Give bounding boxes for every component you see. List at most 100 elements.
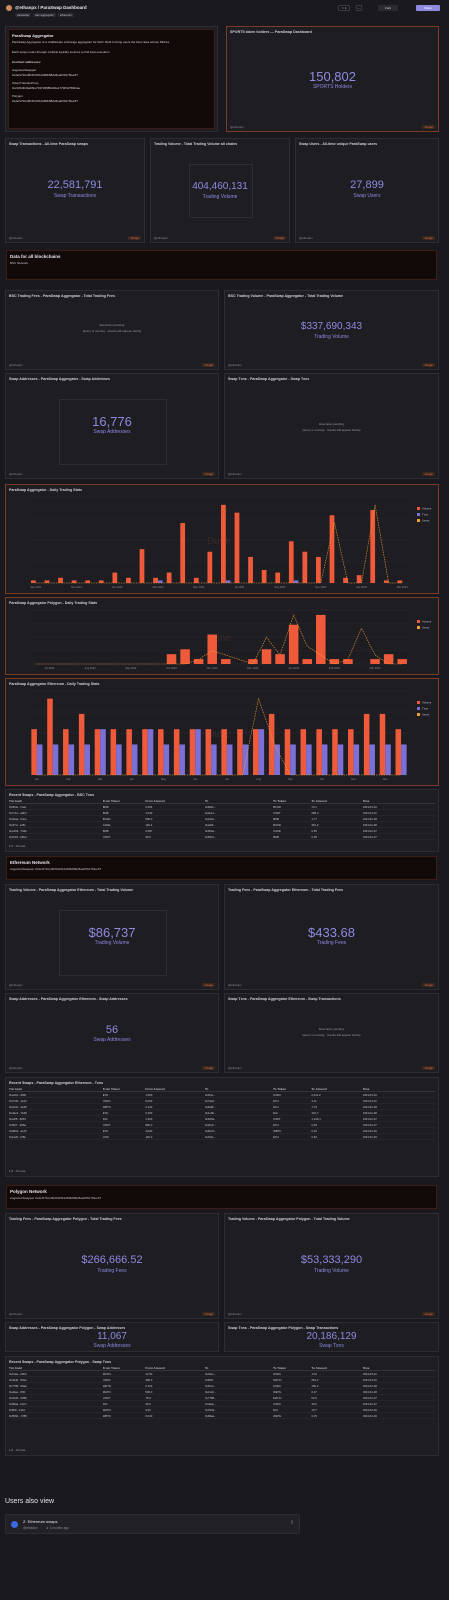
column-header[interactable]: To Amount (311, 1366, 327, 1370)
recommended-card[interactable]: Z. Ethereum swaps @ethanpx ★ 3 months ag… (5, 1514, 300, 1534)
table-panel: Recent Swaps - ParaSwap Aggregator - BSC… (5, 789, 439, 852)
panel-title: Swap Transactions - All-time ParaSwap sw… (9, 142, 88, 146)
panel-author[interactable]: @ethanpx (299, 236, 313, 240)
kpi-panel: Swap Users - All-time unique ParaSwap us… (295, 138, 439, 243)
table-row[interactable]: 0xd2e3...7b48 ETH 0.250 0x1c0b... DAI 401.7 20… (9, 1110, 435, 1116)
column-header[interactable]: To Token (273, 1366, 286, 1370)
panel-author[interactable]: @ethanpx (230, 125, 244, 129)
table-row[interactable]: 0x3344...5566 USDT 75.0 0x7788... MATIC 62.9 2… (9, 1395, 435, 1401)
card-title: Z. Ethereum swaps (23, 1519, 58, 1524)
table-cell: 0x7a2d... (204, 1098, 217, 1103)
table-row[interactable]: 0x3b0e...f1a2 BNB 0.254 0x8a5c... BUSD 72.1 20… (9, 804, 435, 810)
bar (275, 572, 281, 583)
tag[interactable]: dex aggregator (33, 13, 56, 17)
table-row[interactable]: 0x99aa...bbcc DAI 40.0 0xddee... USDC 39.9 202… (9, 1401, 435, 1407)
table-cell: 10.7 (311, 1407, 317, 1412)
avatar[interactable] (6, 5, 12, 11)
column-header[interactable]: From Token (102, 1366, 120, 1370)
column-header[interactable]: From Token (102, 1087, 120, 1091)
table-row[interactable]: 0xb7c8...1e22 USDC 5,000 0x7a2d... ETH 3.11 20… (9, 1098, 435, 1104)
share-button[interactable]: Share (416, 5, 440, 11)
table-row[interactable]: 0xa1b2...9f00 ETH 1.500 0x3f4e... USDC 2,411.… (9, 1092, 435, 1098)
column-header[interactable]: From Amount (145, 1087, 165, 1091)
column-header[interactable]: To Token (273, 1087, 286, 1091)
section-title: Data for all blockchains (10, 254, 61, 259)
star-button[interactable]: ☆ 1 (338, 5, 350, 11)
section-title: Polygon Network (10, 1189, 47, 1194)
x-tick-label: Aug (256, 777, 261, 781)
column-header[interactable]: Txn hash (9, 1087, 23, 1091)
table-row[interactable]: 0xff00...1122 MATIC 9.00 0x3344... DAI 10.7 20… (9, 1407, 435, 1413)
column-header[interactable]: To (204, 1087, 209, 1091)
panel-author[interactable]: @ethanpx (9, 236, 23, 240)
panel-author[interactable]: @ethanpx (228, 1312, 242, 1316)
column-header[interactable]: Txn hash (9, 1366, 23, 1370)
column-header[interactable]: To Token (273, 799, 286, 803)
panel-author[interactable]: @ethanpx (228, 472, 242, 476)
users-also-view-heading: Users also view (5, 1498, 55, 1505)
table-row[interactable]: 0x5566...7788 WBTC 0.010 0x99aa... WETH 0.15 2… (9, 1413, 435, 1419)
kpi-label: Swap Users (353, 193, 381, 199)
table-row[interactable]: 0x7788...99aa WETH 0.100 0xbbcc... USDC 160.3… (9, 1383, 435, 1389)
column-header[interactable]: Txn hash (9, 799, 23, 803)
bar (234, 512, 240, 583)
table-row[interactable]: 0x44dd...55ee USDC 300.0 0x66ff... MATIC 251.… (9, 1377, 435, 1383)
bar (383, 654, 394, 664)
column-header[interactable]: To (204, 799, 209, 803)
x-tick-label: Mar 2023 (370, 666, 382, 670)
panel-author[interactable]: @ethanpx (9, 363, 23, 367)
panel-author[interactable]: @ethanpx (154, 236, 168, 240)
table-row[interactable]: 0xf607...9d6a USDT 800.0 0x2b4c... ETH 0.49 20… (9, 1122, 435, 1128)
share-icon[interactable]: ⇪ (289, 1520, 294, 1526)
panel-author[interactable]: @ethanpx (9, 1312, 23, 1316)
column-header[interactable]: To Amount (311, 799, 327, 803)
panel-author[interactable]: @ethanpx (228, 983, 242, 987)
table-row[interactable]: 0x7c12...a9b3 BNB 1.020 0x4e11... USDT 288.3 2… (9, 810, 435, 816)
table-pager[interactable]: 1-8 · 10 rows (9, 1448, 26, 1452)
panel-author[interactable]: @ethanpx (9, 472, 23, 476)
panel-author[interactable]: @ethanpx (228, 363, 242, 367)
column-header[interactable]: Time (362, 1087, 370, 1091)
card-author[interactable]: @ethanpx (23, 1526, 38, 1530)
more-button[interactable]: ⋯ (356, 5, 362, 11)
panel-author[interactable]: @ethanpx (9, 1066, 23, 1070)
table-row[interactable]: 0xe4f5...8c59 DAI 1,200 0x6d5a... USDT 1,199.… (9, 1116, 435, 1122)
table-row[interactable]: 0x91aa...04ce BUSD 500.0 0x1d2e... BNB 1.77 20… (9, 816, 435, 822)
bar (253, 729, 259, 775)
table-cell: 120.4 (145, 822, 153, 827)
column-header[interactable]: From Token (102, 799, 120, 803)
table-cell: 0x3344... (204, 1407, 217, 1412)
kpi-value: $86,737 (88, 925, 136, 940)
table-cell: USDC (273, 1401, 282, 1406)
panel-title: Swap Txns - ParaSwap Aggregator Ethereum… (228, 997, 341, 1001)
holders-label: SPORTS Holders (312, 84, 353, 90)
table-pager[interactable]: 1-8 · 10 rows (9, 1169, 26, 1173)
table-row[interactable]: 0x0819...ae7b ETH 3.000 0x8e7d... WBTC 0.20 20… (9, 1128, 435, 1134)
bar (85, 580, 91, 583)
table-row[interactable]: 0xddee...ff00 MATIC 500.0 0x1122... WETH 0.37… (9, 1389, 435, 1395)
column-header[interactable]: From Amount (145, 1366, 165, 1370)
column-header[interactable]: To Amount (311, 1087, 327, 1091)
table-row[interactable]: 0x1a2b...bf8c LINK 140.0 0x4f3e... ETH 0.62 20… (9, 1134, 435, 1140)
panel-footer: @ethanpx 1d ago (228, 982, 435, 987)
series-line (35, 504, 403, 584)
table-cell: CAKE (273, 828, 281, 833)
tag[interactable]: ethereum (57, 13, 74, 17)
tag[interactable]: paraswap (15, 13, 32, 17)
column-header[interactable]: Time (362, 1366, 370, 1370)
column-header[interactable]: To (204, 1366, 209, 1370)
column-header[interactable]: Time (362, 799, 370, 803)
fork-button[interactable]: Fork (378, 5, 398, 11)
table-header: Txn hash From Token From Amount To To Token T… (9, 799, 435, 804)
table-row[interactable]: 0xe4b9...7d20 BNB 0.087 0x5b6a... CAKE 6.55 20… (9, 828, 435, 834)
column-header[interactable]: From Amount (145, 799, 165, 803)
kpi-panel: Trading Volume - Total Trading Volume al… (150, 138, 290, 243)
table-row[interactable]: 0x0c33...b8e4 USDT 99.0 0x99cd... BNB 0.35 202… (9, 834, 435, 840)
table-header: Txn hash From Token From Amount To To Token T… (9, 1087, 435, 1092)
table-row[interactable]: 0x2f7d...cc81 CAKE 120.4 0xa0f3... BUSD 451.2… (9, 822, 435, 828)
table-row[interactable]: 0xc0d1...4a35 WBTC 0.120 0x9e8f... ETH 1.79 20… (9, 1104, 435, 1110)
table-pager[interactable]: 1-6 · 10 rows (9, 844, 26, 848)
panel-author[interactable]: @ethanpx (228, 1066, 242, 1070)
panel-author[interactable]: @ethanpx (9, 983, 23, 987)
table-row[interactable]: 0x11aa...22bb MATIC 12.50 0x33cc... USDC 14.9… (9, 1371, 435, 1377)
